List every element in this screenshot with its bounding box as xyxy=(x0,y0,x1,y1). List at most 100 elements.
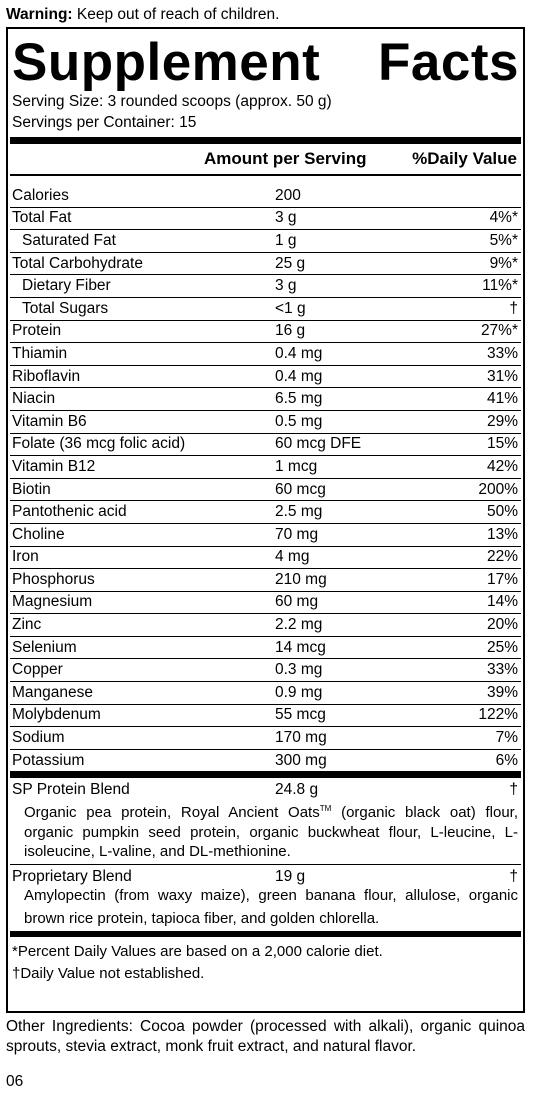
nutrient-dv: 39% xyxy=(486,683,518,701)
table-row: Riboflavin 0.4 mg 31% xyxy=(10,366,521,389)
nutrient-name: Manganese xyxy=(12,683,94,701)
blend-amount: 19 g xyxy=(275,867,306,885)
servings-per-container: Servings per Container: 15 xyxy=(12,114,197,131)
nutrient-amount: 60 mcg xyxy=(275,480,326,498)
nutrient-name: Dietary Fiber xyxy=(22,277,111,295)
nutrient-dv: 20% xyxy=(486,616,518,634)
nutrient-name: Biotin xyxy=(12,480,51,498)
table-row: Calories 200 xyxy=(10,185,521,208)
nutrient-name: Zinc xyxy=(12,616,42,634)
nutrient-amount: 0.5 mg xyxy=(275,412,323,430)
nutrient-name: Vitamin B6 xyxy=(12,412,87,430)
table-row: Potassium 300 mg 6% xyxy=(10,750,521,773)
table-row: Manganese 0.9 mg 39% xyxy=(10,682,521,705)
blend-name: Proprietary Blend xyxy=(12,867,132,885)
nutrient-amount: 70 mg xyxy=(275,525,319,543)
divider-heavy xyxy=(10,930,521,937)
nutrient-name: Copper xyxy=(12,661,63,679)
table-row: Biotin 60 mcg 200% xyxy=(10,479,521,502)
nutrient-amount: 0.4 mg xyxy=(275,344,323,362)
nutrient-amount: 60 mg xyxy=(275,593,319,611)
nutrient-amount: 60 mcg DFE xyxy=(275,435,362,453)
table-row: Niacin 6.5 mg 41% xyxy=(10,388,521,411)
nutrient-name: Pantothenic acid xyxy=(12,503,127,521)
blend-ingredients: Organic pea protein, Royal Ancient OatsT… xyxy=(24,804,519,861)
label-code: 06 xyxy=(6,1073,24,1090)
table-row: Magnesium 60 mg 14% xyxy=(10,592,521,615)
nutrient-amount: 1 mcg xyxy=(275,457,318,475)
nutrient-name: Magnesium xyxy=(12,593,93,611)
nutrient-dv: 200% xyxy=(478,480,518,498)
blend-item: Proprietary Blend 19 g † Amylopectin (from … xyxy=(10,865,521,931)
divider-heavy xyxy=(10,772,521,779)
nutrient-dv: † xyxy=(509,299,518,317)
table-row: Phosphorus 210 mg 17% xyxy=(10,569,521,592)
nutrient-amount: 55 mcg xyxy=(275,706,326,724)
nutrient-dv: 27%* xyxy=(480,322,518,340)
nutrient-amount: <1 g xyxy=(275,299,306,317)
nutrient-name: Iron xyxy=(12,548,39,566)
nutrient-dv: 11%* xyxy=(482,277,518,295)
nutrient-amount: 14 mcg xyxy=(275,638,326,656)
table-row: Zinc 2.2 mg 20% xyxy=(10,614,521,637)
nutrient-dv: 50% xyxy=(486,503,518,521)
table-row: Total Fat 3 g 4%* xyxy=(10,208,521,231)
table-row: Saturated Fat 1 g 5%* xyxy=(10,230,521,253)
nutrient-name: Niacin xyxy=(12,390,56,408)
table-row: Dietary Fiber 3 g 11%* xyxy=(10,275,521,298)
nutrient-dv: 14% xyxy=(486,593,518,611)
nutrient-name: Sodium xyxy=(12,729,65,747)
nutrient-dv: 15% xyxy=(486,435,518,453)
nutrient-amount: 0.4 mg xyxy=(275,367,323,385)
table-header: Amount per Serving %Daily Value xyxy=(10,144,521,176)
footnotes: *Percent Daily Values are based on a 2,0… xyxy=(12,942,383,982)
nutrient-name: Total Sugars xyxy=(22,299,109,317)
nutrient-name: Selenium xyxy=(12,638,77,656)
blend-item: SP Protein Blend 24.8 g † Organic pea prote… xyxy=(10,778,521,865)
nutrient-amount: 6.5 mg xyxy=(275,390,323,408)
table-row: Iron 4 mg 22% xyxy=(10,547,521,570)
nutrient-name: Total Fat xyxy=(12,209,72,227)
nutrient-dv: 5%* xyxy=(489,231,518,249)
nutrient-dv: 31% xyxy=(486,367,518,385)
nutrient-amount: 300 mg xyxy=(275,751,327,769)
table-row: Molybdenum 55 mcg 122% xyxy=(10,705,521,728)
nutrient-dv: 7% xyxy=(495,729,518,747)
nutrient-dv: 4%* xyxy=(489,209,518,227)
nutrient-dv: 17% xyxy=(486,570,518,588)
nutrient-dv: 22% xyxy=(486,548,518,566)
nutrient-name: Protein xyxy=(12,322,62,340)
nutrient-amount: 25 g xyxy=(275,254,306,272)
table-row: Selenium 14 mcg 25% xyxy=(10,637,521,660)
other-ingredients: Other Ingredients: Cocoa powder (process… xyxy=(6,1018,525,1055)
nutrient-amount: 0.3 mg xyxy=(275,661,323,679)
serving-size: Serving Size: 3 rounded scoops (approx. … xyxy=(12,93,332,110)
nutrient-dv: 33% xyxy=(486,661,518,679)
nutrient-dv: 122% xyxy=(478,706,518,724)
nutrient-amount: 2.2 mg xyxy=(275,616,323,634)
nutrient-amount: 3 g xyxy=(275,209,297,227)
nutrient-dv: 13% xyxy=(486,525,518,543)
nutrient-name: Molybdenum xyxy=(12,706,101,724)
nutrient-name: Phosphorus xyxy=(12,570,95,588)
divider-thick xyxy=(10,137,521,144)
nutrient-name: Potassium xyxy=(12,751,85,769)
nutrient-dv: 9%* xyxy=(489,254,518,272)
nutrient-name: Total Carbohydrate xyxy=(12,254,143,272)
nutrient-amount: 16 g xyxy=(275,322,306,340)
blend-section: SP Protein Blend 24.8 g † Organic pea prote… xyxy=(8,778,523,931)
table-row: Thiamin 0.4 mg 33% xyxy=(10,343,521,366)
table-row: Folate (36 mcg folic acid) 60 mcg DFE 15% xyxy=(10,434,521,457)
nutrient-name: Saturated Fat xyxy=(22,231,116,249)
table-row: Vitamin B6 0.5 mg 29% xyxy=(10,411,521,434)
nutrient-name: Choline xyxy=(12,525,65,543)
nutrient-dv: 25% xyxy=(486,638,518,656)
table-row: Total Carbohydrate 25 g 9%* xyxy=(10,253,521,276)
warning-text: Warning: Keep out of reach of children. xyxy=(6,6,280,23)
blend-ingredients: Amylopectin (from waxy maize), green ban… xyxy=(24,886,518,928)
nutrient-amount: 0.9 mg xyxy=(275,683,323,701)
supplement-facts-panel: Supplement Facts Serving Size: 3 rounded… xyxy=(6,27,525,1013)
table-row: Copper 0.3 mg 33% xyxy=(10,659,521,683)
nutrient-dv: 33% xyxy=(486,344,518,362)
table-row: Vitamin B12 1 mcg 42% xyxy=(10,456,521,479)
